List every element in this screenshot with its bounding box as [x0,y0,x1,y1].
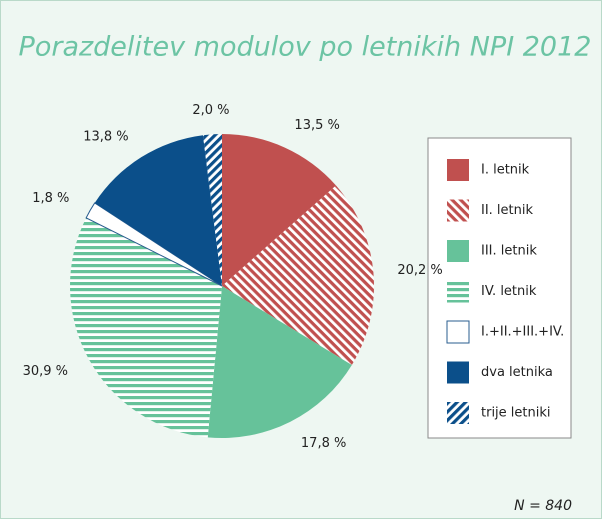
legend-label: I.+II.+III.+IV. [481,325,564,340]
legend-swatch [447,402,469,424]
data-label: 13,5 % [294,118,339,133]
data-label: 20,2 % [397,263,442,278]
pie-slice [69,217,222,438]
legend-label: dva letnika [481,365,553,380]
legend-swatch [447,240,469,262]
legend-swatch [447,159,469,181]
data-label: 13,8 % [83,129,128,144]
pie-slice [207,286,352,439]
annotation: N = 840 [514,498,572,514]
chart-title: Porazdelitev modulov po letnikih NPI 201… [19,32,592,63]
pie-slice [222,134,337,286]
legend-label: III. letnik [481,244,537,259]
legend-swatch [446,320,470,344]
legend-swatch [447,361,469,384]
pie-slice [202,134,222,286]
legend-label: IV. letnik [481,284,537,299]
data-label: 17,8 % [301,436,346,451]
data-label: 1,8 % [32,191,69,206]
legend-swatch [447,280,469,303]
pie-slice [85,202,223,287]
pie-slice [94,135,222,286]
data-label: 2,0 % [192,103,229,118]
legend-swatch [447,199,469,222]
legend-label: I. letnik [481,163,530,178]
legend-label: trije letniki [481,406,551,421]
data-label: 30,9 % [23,364,68,379]
legend-label: II. letnik [481,203,533,218]
pie-slice [222,185,374,366]
